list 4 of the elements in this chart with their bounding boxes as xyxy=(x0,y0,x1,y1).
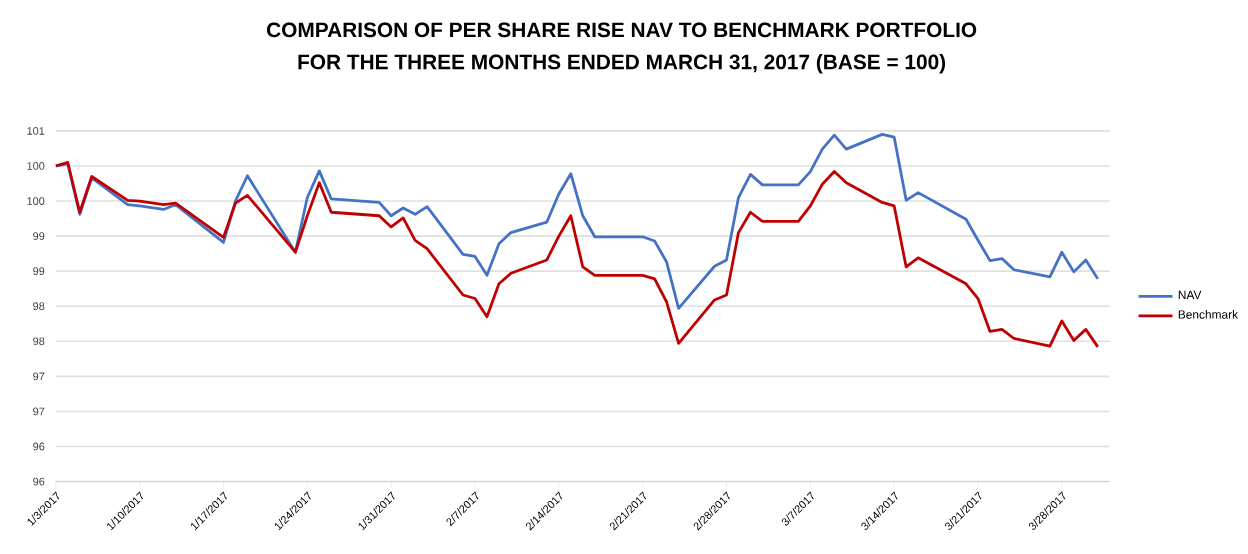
chart-title: COMPARISON OF PER SHARE RISE NAV TO BENCHMARK PORTFOLIO xyxy=(267,22,977,38)
line-series xyxy=(54,161,1100,349)
line-series xyxy=(54,133,1100,310)
chart-subtitle: FOR THE THREE MONTHS ENDED MARCH 31, 2017 (BASE = 100) xyxy=(298,54,946,74)
